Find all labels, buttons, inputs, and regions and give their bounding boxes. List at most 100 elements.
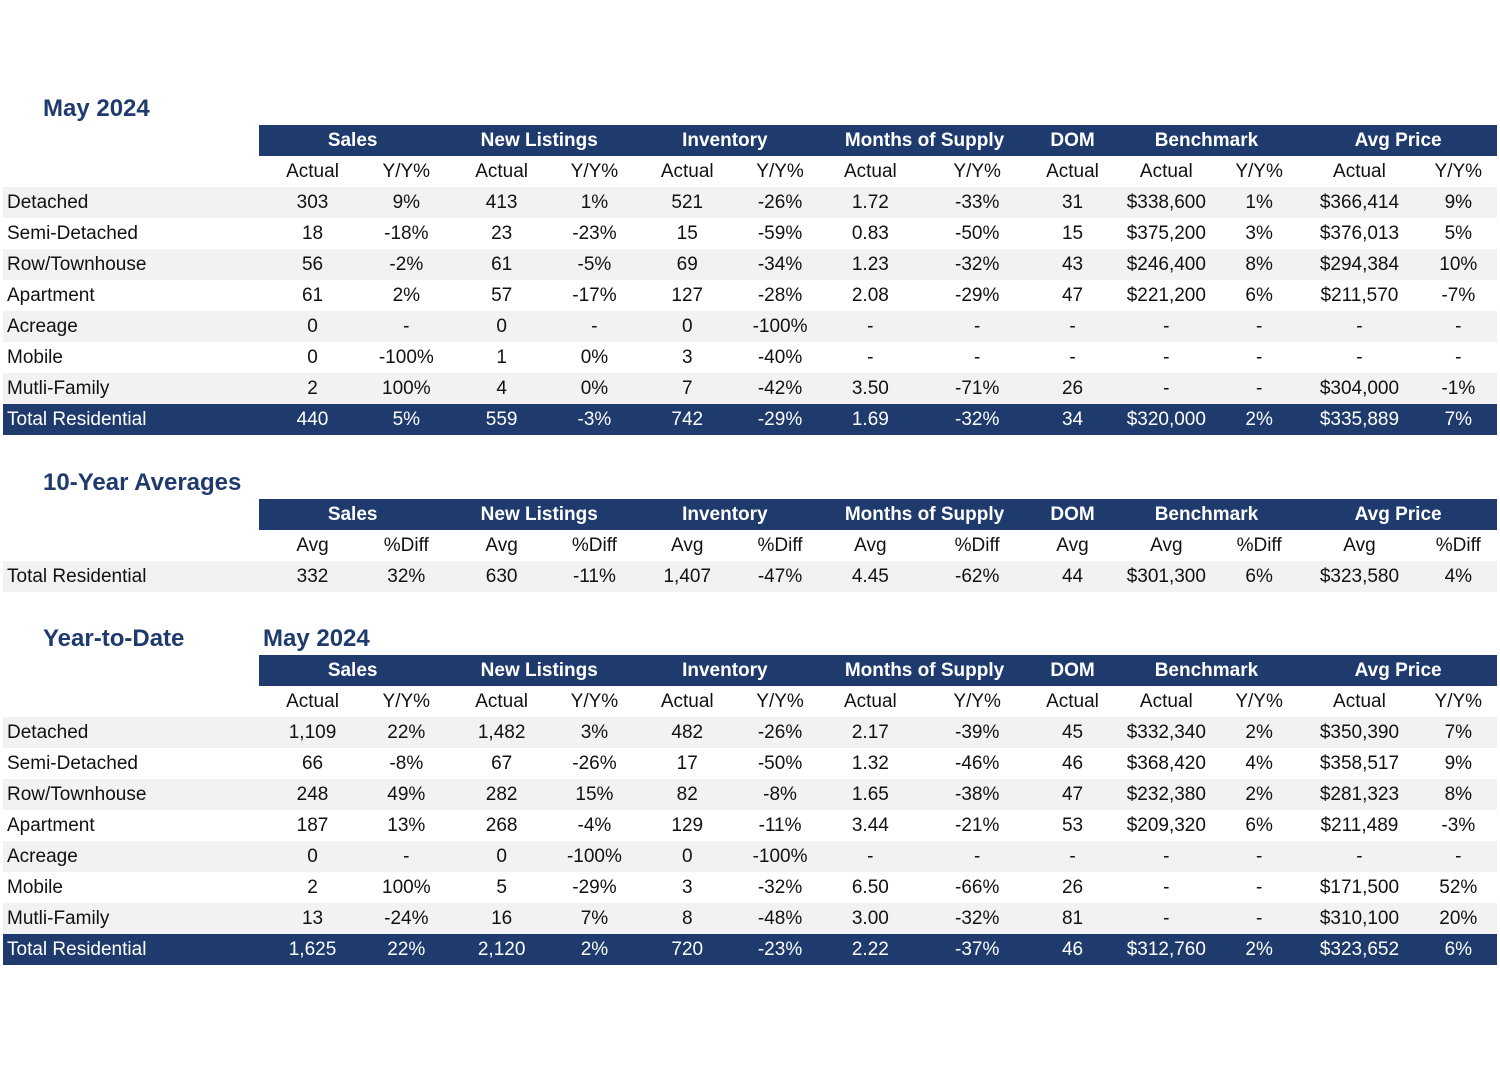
column-subheader: Actual — [817, 686, 924, 717]
table-cell: - — [366, 841, 447, 872]
group-header: New Listings — [446, 655, 633, 686]
table-cell: 61 — [446, 249, 557, 280]
subheader-row: Actual Y/Y% Actual Y/Y% Actual Y/Y% Actual Y/Y%… — [3, 686, 1497, 717]
table-cell: -26% — [742, 717, 818, 748]
group-header: New Listings — [446, 499, 633, 530]
total-cell: 2,120 — [446, 934, 557, 965]
table-cell: 13 — [258, 903, 367, 934]
table-cell: 1.72 — [817, 187, 924, 218]
table-cell: 66 — [258, 748, 367, 779]
total-cell: 46 — [1031, 934, 1114, 965]
total-label: Total Residential — [3, 934, 259, 965]
table-cell: -32% — [742, 872, 818, 903]
table-cell: 4 — [446, 373, 557, 404]
table-cell: -40% — [742, 342, 818, 373]
table-row: Detached 1,109 22% 1,482 3% 482 -26% 2.17 -39% 45… — [3, 717, 1497, 748]
table-cell: $232,380 — [1113, 779, 1219, 810]
total-cell: 2% — [556, 934, 633, 965]
table-cell: -4% — [556, 810, 633, 841]
table-cell: $350,390 — [1299, 717, 1420, 748]
row-label: Semi-Detached — [3, 218, 259, 249]
table-cell: 2.08 — [817, 280, 924, 311]
table-cell: 8 — [632, 903, 743, 934]
table-cell: -47% — [742, 561, 818, 592]
table-cell: 52% — [1419, 872, 1497, 903]
table-cell: -100% — [742, 841, 818, 872]
table-cell: 15 — [632, 218, 743, 249]
table-cell: 5 — [446, 872, 557, 903]
table-row: Mobile 0 -100% 1 0% 3 -40% - - - - - - - — [3, 342, 1497, 373]
total-cell: 6% — [1419, 934, 1497, 965]
column-subheader: Y/Y% — [1218, 156, 1300, 187]
table-cell: 1 — [446, 342, 557, 373]
table-cell: 2.17 — [817, 717, 924, 748]
table-cell: -7% — [1419, 280, 1497, 311]
ytd-table: Sales New Listings Inventory Months of Supp… — [3, 655, 1497, 965]
group-header: Avg Price — [1299, 125, 1497, 156]
table-cell: 0 — [446, 311, 557, 342]
table-cell: -17% — [556, 280, 633, 311]
column-subheader: Actual — [1113, 686, 1219, 717]
table-cell: 9% — [1419, 187, 1497, 218]
total-cell: 440 — [258, 404, 367, 435]
total-cell: 7% — [1419, 404, 1497, 435]
column-subheader: Y/Y% — [366, 156, 447, 187]
table-cell: 56 — [258, 249, 367, 280]
subheader-row: Avg %Diff Avg %Diff Avg %Diff Avg %Diff Avg Avg %D… — [3, 530, 1497, 561]
table-cell: 20% — [1419, 903, 1497, 934]
table-cell: -1% — [1419, 373, 1497, 404]
table-cell: $376,013 — [1299, 218, 1420, 249]
table-cell: -100% — [556, 841, 633, 872]
table-cell: 81 — [1031, 903, 1114, 934]
column-subheader: Y/Y% — [1419, 156, 1497, 187]
row-label: Mobile — [3, 872, 259, 903]
table-cell: 8% — [1218, 249, 1300, 280]
table-cell: 3% — [556, 717, 633, 748]
total-cell: 2% — [1218, 404, 1300, 435]
table-cell: 17 — [632, 748, 743, 779]
table-cell: 69 — [632, 249, 743, 280]
table-cell: 1,482 — [446, 717, 557, 748]
group-header: Months of Supply — [817, 125, 1032, 156]
table-cell: 129 — [632, 810, 743, 841]
ten-year-title: 10-Year Averages — [43, 469, 242, 496]
table-cell: 2% — [366, 280, 447, 311]
total-cell: 2% — [1218, 934, 1300, 965]
table-cell: 3 — [632, 872, 743, 903]
table-cell: 100% — [366, 373, 447, 404]
table-cell: - — [1031, 311, 1114, 342]
column-subheader: %Diff — [1218, 530, 1300, 561]
group-header: DOM — [1031, 655, 1114, 686]
group-header: New Listings — [446, 125, 633, 156]
table-cell: 2 — [258, 373, 367, 404]
table-cell: 8% — [1419, 779, 1497, 810]
row-label: Semi-Detached — [3, 748, 259, 779]
table-cell: 3.00 — [817, 903, 924, 934]
column-subheader: Y/Y% — [742, 156, 818, 187]
total-cell: 559 — [446, 404, 557, 435]
table-cell: - — [1031, 342, 1114, 373]
column-subheader: Y/Y% — [556, 156, 633, 187]
subheader-spacer — [3, 530, 259, 561]
table-cell: -8% — [366, 748, 447, 779]
column-subheader: Actual — [632, 156, 743, 187]
column-subheader: Actual — [1031, 156, 1114, 187]
table-cell: 187 — [258, 810, 367, 841]
table-cell: 0% — [556, 373, 633, 404]
row-label: Apartment — [3, 810, 259, 841]
table-cell: 3.44 — [817, 810, 924, 841]
subheader-row: Actual Y/Y% Actual Y/Y% Actual Y/Y% Actual Y/Y%… — [3, 156, 1497, 187]
column-subheader: %Diff — [1419, 530, 1497, 561]
total-cell: $312,760 — [1113, 934, 1219, 965]
group-header: Inventory — [632, 655, 818, 686]
ytd-period: May 2024 — [263, 625, 370, 652]
table-cell: - — [1218, 903, 1300, 934]
table-cell: $171,500 — [1299, 872, 1420, 903]
table-cell: $211,489 — [1299, 810, 1420, 841]
table-cell: -8% — [742, 779, 818, 810]
table-cell: 23 — [446, 218, 557, 249]
table-cell: 2 — [258, 872, 367, 903]
column-subheader: Actual — [258, 686, 367, 717]
table-cell: -46% — [923, 748, 1032, 779]
table-cell: - — [923, 311, 1032, 342]
